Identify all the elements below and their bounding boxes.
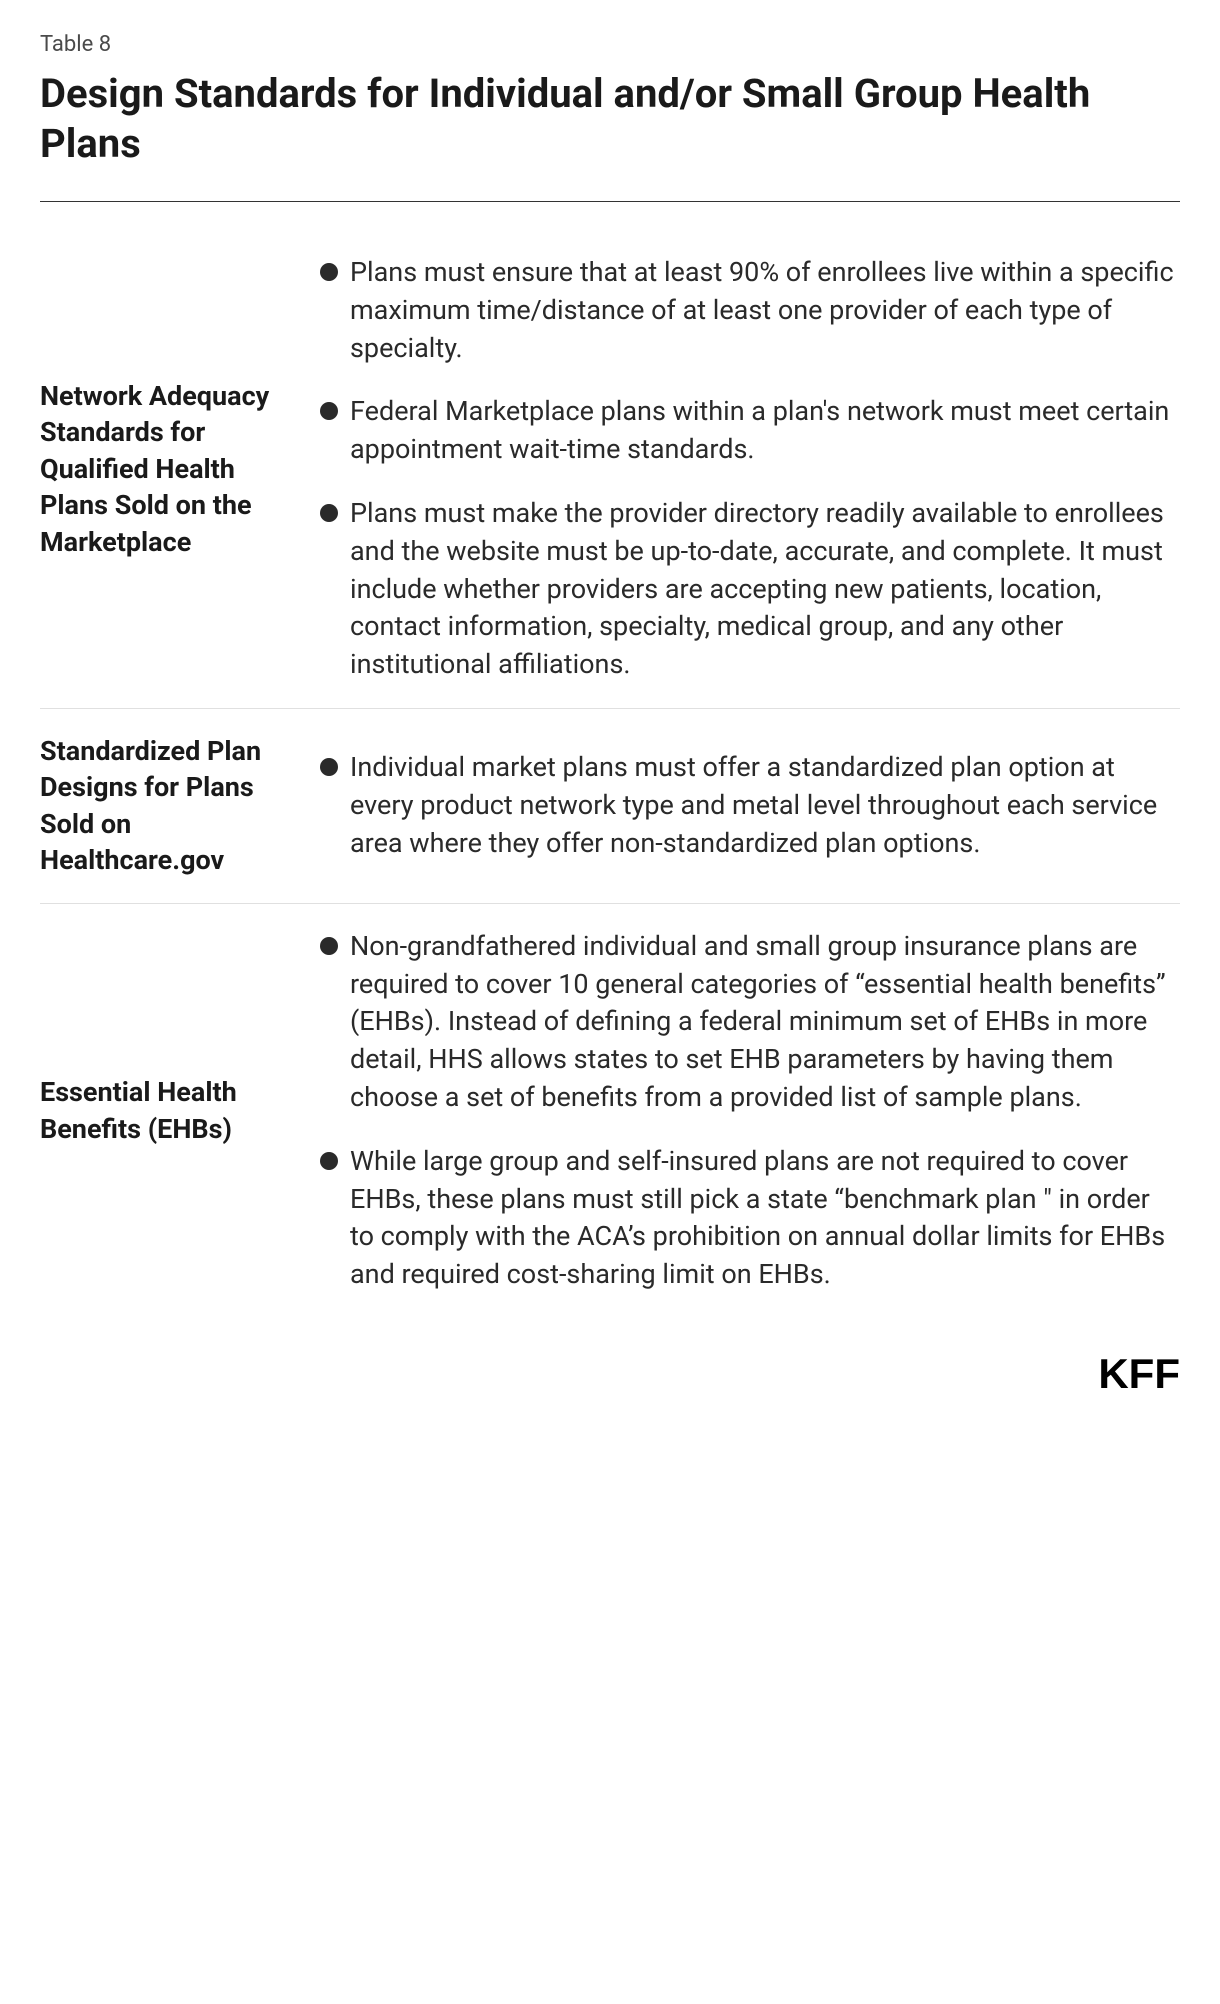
bullet-text: Plans must ensure that at least 90% of e… — [350, 254, 1180, 367]
bullet-text: Individual market plans must offer a sta… — [350, 749, 1180, 862]
table-row: Network Adequacy Standards for Qualified… — [40, 230, 1180, 708]
standards-table: Network Adequacy Standards for Qualified… — [40, 230, 1180, 1318]
bullet-icon — [320, 504, 338, 522]
table-number-label: Table 8 — [40, 32, 1180, 57]
bullet-icon — [320, 263, 338, 281]
row-heading: Network Adequacy Standards for Qualified… — [40, 230, 320, 708]
bullet-item: Federal Marketplace plans within a plan'… — [320, 393, 1180, 469]
bullet-icon — [320, 402, 338, 420]
row-heading: Standardized Plan Designs for Plans Sold… — [40, 708, 320, 903]
row-content: Individual market plans must offer a sta… — [320, 708, 1180, 903]
bullet-icon — [320, 758, 338, 776]
bullet-icon — [320, 1152, 338, 1170]
title-separator — [40, 201, 1180, 202]
table-row: Essential Health Benefits (EHBs)Non-gran… — [40, 903, 1180, 1318]
bullet-item: Plans must make the provider directory r… — [320, 495, 1180, 684]
row-content: Non-grandfathered individual and small g… — [320, 903, 1180, 1318]
row-content: Plans must ensure that at least 90% of e… — [320, 230, 1180, 708]
bullet-icon — [320, 937, 338, 955]
bullet-item: Plans must ensure that at least 90% of e… — [320, 254, 1180, 367]
bullet-text: Federal Marketplace plans within a plan'… — [350, 393, 1180, 469]
bullet-text: Non-grandfathered individual and small g… — [350, 928, 1180, 1117]
kff-logo: KFF — [40, 1350, 1180, 1398]
table-row: Standardized Plan Designs for Plans Sold… — [40, 708, 1180, 903]
bullet-text: While large group and self-insured plans… — [350, 1143, 1180, 1294]
table-title: Design Standards for Individual and/or S… — [40, 69, 1180, 169]
bullet-text: Plans must make the provider directory r… — [350, 495, 1180, 684]
bullet-item: Non-grandfathered individual and small g… — [320, 928, 1180, 1117]
bullet-item: Individual market plans must offer a sta… — [320, 749, 1180, 862]
row-heading: Essential Health Benefits (EHBs) — [40, 903, 320, 1318]
bullet-item: While large group and self-insured plans… — [320, 1143, 1180, 1294]
